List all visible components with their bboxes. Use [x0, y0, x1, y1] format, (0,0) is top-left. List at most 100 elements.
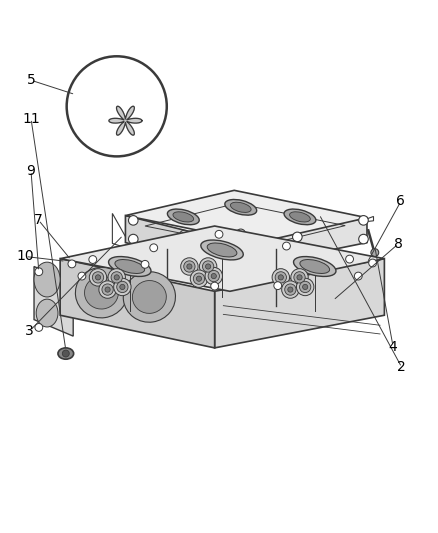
Circle shape	[193, 273, 205, 284]
Ellipse shape	[58, 348, 74, 359]
Text: 2: 2	[397, 360, 406, 375]
Polygon shape	[125, 215, 234, 270]
Circle shape	[236, 229, 246, 239]
Circle shape	[68, 260, 76, 268]
Circle shape	[89, 256, 97, 263]
Circle shape	[92, 272, 104, 283]
Circle shape	[78, 272, 86, 280]
Polygon shape	[125, 190, 367, 243]
Circle shape	[359, 215, 368, 225]
Circle shape	[291, 269, 308, 286]
Text: 7: 7	[34, 213, 43, 227]
Circle shape	[272, 269, 290, 286]
Circle shape	[208, 270, 219, 282]
Circle shape	[288, 287, 293, 292]
Polygon shape	[60, 259, 215, 348]
Circle shape	[35, 324, 43, 332]
Circle shape	[105, 287, 110, 292]
Circle shape	[99, 281, 116, 298]
Circle shape	[205, 268, 223, 285]
Circle shape	[297, 278, 314, 296]
Text: 5: 5	[27, 73, 35, 87]
Ellipse shape	[290, 212, 310, 222]
Circle shape	[114, 275, 119, 280]
Circle shape	[211, 282, 219, 290]
Ellipse shape	[284, 209, 316, 225]
Ellipse shape	[308, 275, 321, 284]
Ellipse shape	[173, 212, 194, 222]
Circle shape	[117, 281, 128, 293]
Circle shape	[202, 261, 214, 272]
Ellipse shape	[36, 299, 58, 327]
Circle shape	[297, 275, 302, 280]
Ellipse shape	[34, 262, 60, 297]
Ellipse shape	[85, 276, 118, 309]
Circle shape	[283, 242, 290, 250]
Circle shape	[62, 350, 69, 357]
Circle shape	[180, 230, 189, 240]
Ellipse shape	[167, 209, 199, 225]
Circle shape	[184, 261, 195, 272]
Text: 11: 11	[22, 111, 40, 126]
Circle shape	[150, 244, 158, 252]
Circle shape	[274, 282, 282, 289]
Circle shape	[369, 259, 377, 267]
Circle shape	[282, 281, 299, 298]
Circle shape	[89, 269, 107, 286]
Polygon shape	[215, 259, 385, 348]
Text: 9: 9	[27, 164, 35, 177]
Ellipse shape	[230, 202, 251, 212]
Circle shape	[300, 281, 311, 293]
Circle shape	[120, 284, 125, 289]
Ellipse shape	[123, 272, 176, 322]
Circle shape	[199, 258, 217, 275]
Ellipse shape	[115, 260, 145, 273]
Circle shape	[187, 264, 192, 269]
Circle shape	[181, 258, 198, 275]
Circle shape	[275, 272, 286, 283]
Polygon shape	[60, 226, 385, 292]
Ellipse shape	[201, 240, 243, 260]
Text: 3: 3	[25, 324, 34, 338]
Circle shape	[141, 261, 149, 268]
Polygon shape	[234, 218, 367, 270]
Text: 10: 10	[17, 249, 34, 263]
Circle shape	[294, 272, 305, 283]
Ellipse shape	[109, 256, 151, 277]
Circle shape	[190, 270, 208, 287]
Circle shape	[303, 284, 308, 289]
Text: 4: 4	[389, 340, 397, 353]
Circle shape	[108, 269, 125, 286]
Circle shape	[285, 284, 296, 295]
Circle shape	[215, 230, 223, 238]
Circle shape	[359, 235, 368, 244]
Ellipse shape	[293, 256, 336, 277]
Circle shape	[67, 56, 167, 156]
Ellipse shape	[75, 268, 127, 318]
Circle shape	[128, 215, 138, 225]
Circle shape	[354, 272, 362, 280]
Ellipse shape	[225, 199, 257, 215]
Circle shape	[293, 232, 302, 241]
Circle shape	[211, 273, 216, 279]
Ellipse shape	[207, 243, 237, 257]
Text: 8: 8	[394, 237, 403, 251]
Circle shape	[114, 278, 131, 296]
Circle shape	[128, 235, 138, 244]
Ellipse shape	[132, 280, 166, 313]
Circle shape	[196, 276, 201, 281]
Text: 6: 6	[396, 194, 405, 208]
Circle shape	[205, 264, 211, 269]
Circle shape	[111, 272, 122, 283]
Ellipse shape	[300, 260, 330, 273]
Circle shape	[346, 255, 353, 263]
Circle shape	[95, 275, 101, 280]
Polygon shape	[34, 266, 73, 336]
Circle shape	[371, 249, 379, 256]
Circle shape	[35, 268, 43, 276]
Polygon shape	[271, 239, 289, 265]
Circle shape	[278, 275, 283, 280]
Circle shape	[102, 284, 113, 295]
Polygon shape	[109, 106, 142, 135]
Polygon shape	[215, 242, 234, 270]
